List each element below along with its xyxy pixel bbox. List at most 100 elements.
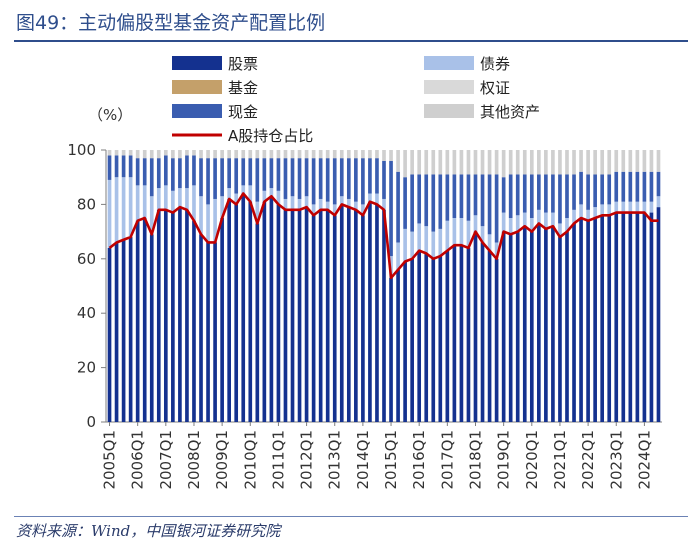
bar-segment — [558, 150, 562, 175]
bar-segment — [614, 150, 619, 172]
bar-segment — [269, 158, 274, 189]
bar-segment — [339, 196, 344, 205]
bar-segment — [375, 204, 379, 422]
line-series — [108, 192, 659, 280]
bar-segment — [135, 185, 140, 221]
bar-segment — [283, 150, 288, 159]
bar-segment — [621, 201, 626, 213]
bar-segment — [452, 245, 457, 422]
bar-segment — [114, 242, 119, 422]
bar-segment — [600, 204, 605, 216]
bar-segment — [368, 201, 372, 422]
legend-swatch — [172, 80, 222, 94]
bar-segment — [346, 158, 351, 199]
bar-segment — [544, 212, 548, 229]
bar-segment — [494, 258, 499, 422]
bar-segment — [121, 155, 126, 178]
bar-segment — [480, 242, 485, 422]
bar-segment — [234, 158, 239, 194]
bar-segment — [121, 150, 126, 156]
bar-segment — [149, 150, 154, 159]
x-tick-label: 2013Q1 — [326, 430, 344, 490]
bar-segment — [487, 234, 492, 251]
bar-segment — [586, 150, 590, 175]
bar-segment — [389, 160, 393, 257]
bar-segment — [628, 212, 633, 422]
bar-segment — [339, 158, 344, 197]
legend-label: 债券 — [480, 55, 510, 73]
bar-segment — [361, 158, 365, 205]
bar-segment — [290, 196, 295, 210]
bar-segment — [522, 150, 527, 175]
bar-segment — [579, 171, 583, 205]
y-tick-label: 100 — [67, 141, 96, 159]
bar-segment — [255, 201, 260, 224]
bar-segment — [346, 207, 351, 422]
bar-segment — [248, 201, 253, 422]
bar-segment — [515, 150, 520, 175]
bar-segment — [537, 209, 541, 224]
bar-segment — [276, 150, 281, 159]
bar-segment — [537, 174, 541, 210]
y-tick-label: 20 — [77, 359, 96, 377]
bar-segment — [621, 212, 626, 422]
bar-segment — [459, 174, 464, 218]
bar-segment — [283, 158, 288, 199]
bar-segment — [178, 188, 182, 208]
bar-segment — [565, 231, 569, 422]
source-note: 资料来源：Wind，中国银河证券研究院 — [16, 522, 281, 540]
legend-label: 其他资产 — [480, 103, 540, 121]
bar-segment — [121, 239, 126, 422]
bar-segment — [361, 150, 365, 159]
bar-segment — [178, 207, 182, 422]
bar-segment — [241, 185, 246, 194]
bar-segment — [431, 231, 436, 259]
bar-segment — [487, 250, 492, 422]
bar-segment — [156, 158, 161, 189]
bar-segment — [649, 201, 654, 213]
bar-segment — [586, 174, 590, 210]
bar-segment — [515, 231, 520, 422]
bar-segment — [255, 223, 260, 422]
bar-segment — [269, 196, 274, 422]
bar-segment — [220, 158, 224, 197]
bar-segment — [255, 150, 260, 159]
bar-segment — [565, 174, 569, 218]
bar-segment — [220, 218, 224, 422]
bar-segment — [529, 218, 534, 232]
bar-segment — [431, 258, 436, 422]
bar-segment — [558, 174, 562, 224]
bar-segment — [227, 188, 231, 199]
bar-segment — [438, 256, 443, 422]
bar-segment — [452, 150, 457, 175]
bar-segment — [466, 150, 471, 175]
bar-segment — [480, 226, 485, 243]
bar-segment — [192, 220, 196, 422]
bar-segment — [368, 150, 372, 159]
bar-segment — [522, 212, 527, 227]
bar-segment — [522, 226, 527, 422]
line-a-share-holding — [108, 192, 659, 280]
bar-segment — [558, 237, 562, 422]
bar-segment — [185, 155, 189, 189]
bar-segment — [494, 150, 499, 175]
bar-segment — [163, 185, 168, 210]
bar-segment — [501, 231, 506, 422]
bar-segment — [149, 196, 154, 235]
bar-segment — [276, 190, 281, 205]
bar-segment — [438, 174, 443, 229]
bar-segment — [459, 218, 464, 246]
bar-segment — [185, 150, 189, 156]
legend-swatch — [424, 80, 474, 94]
bar-segment — [339, 204, 344, 422]
bar-segment — [199, 150, 203, 159]
bar-segment — [522, 174, 527, 213]
bar-segment — [459, 150, 464, 175]
bar-segment — [614, 212, 619, 422]
bar-segment — [600, 150, 605, 175]
bar-segment — [311, 204, 316, 216]
bar-segment — [354, 150, 358, 159]
bar-segment — [304, 196, 309, 208]
bar-segment — [382, 150, 386, 161]
bar-segment — [171, 212, 175, 422]
